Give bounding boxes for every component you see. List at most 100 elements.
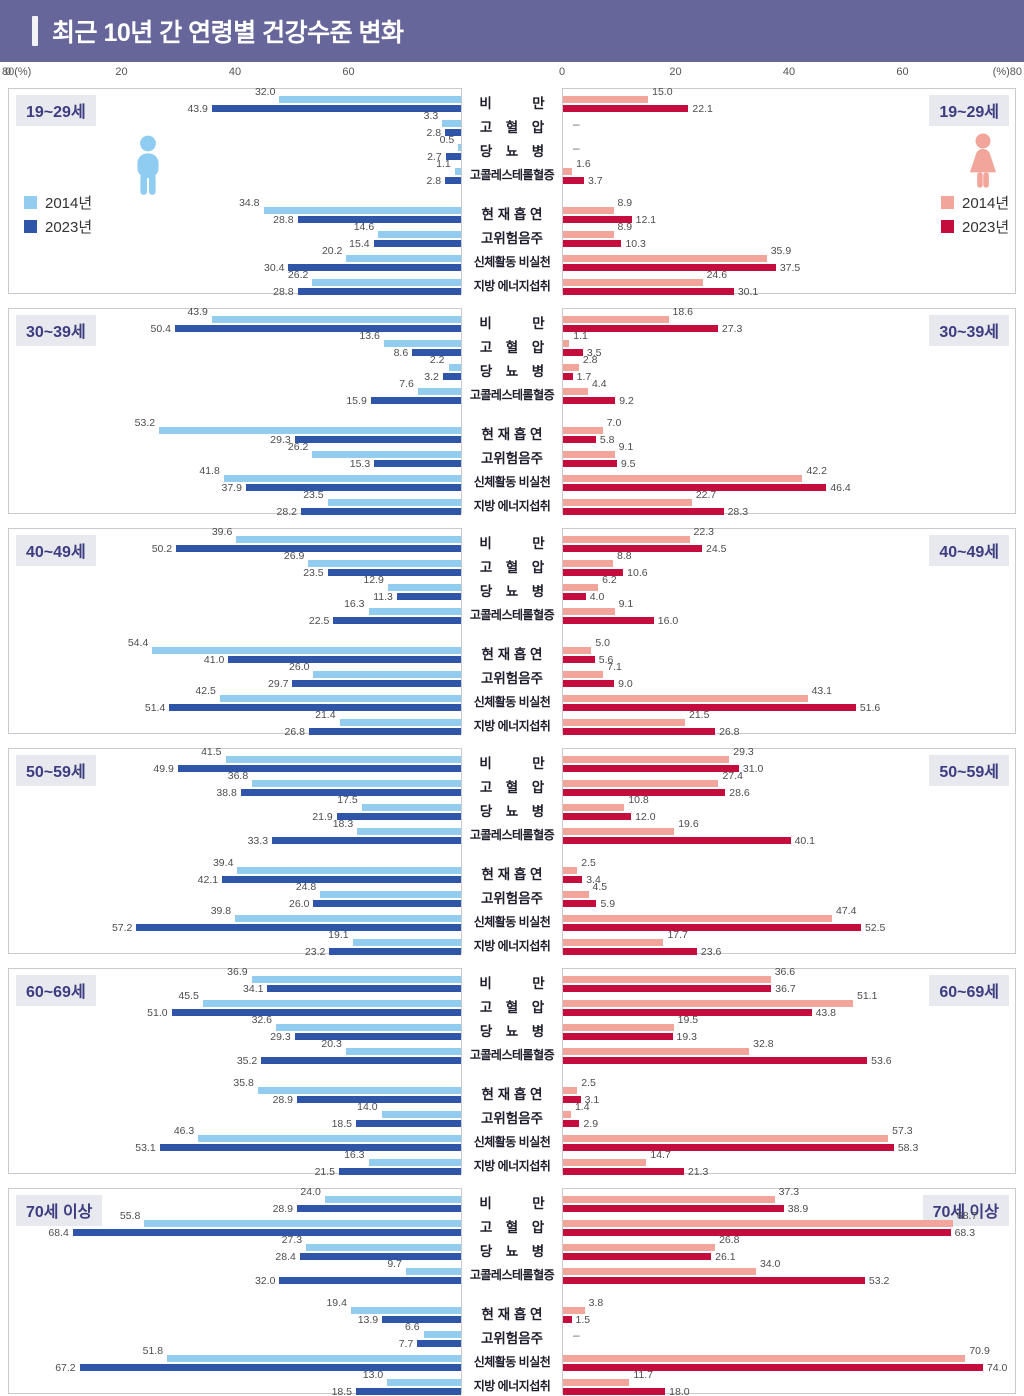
value-label: 53.6	[871, 1055, 892, 1067]
age-panel: 50~59세 41.5 49.9 36.8 38.8 17.5 21.9 18.3 33.3 39…	[0, 746, 1024, 958]
bar-male-2023	[356, 1120, 461, 1127]
bar-male-2014	[257, 1087, 461, 1094]
value-label: 29.3	[733, 746, 754, 758]
value-label: 53.2	[868, 1275, 890, 1287]
value-label: 33.3	[247, 835, 269, 847]
value-label: 35.9	[770, 245, 792, 257]
category-label: 지방 에너지섭취	[473, 279, 551, 293]
value-label: 46.3	[173, 1125, 195, 1137]
bar-female-2023	[563, 1168, 684, 1175]
category-label: 현 재 흡 연	[481, 867, 543, 882]
value-label: 4.0	[589, 591, 605, 603]
bar-male-2014	[167, 1355, 461, 1362]
bar-male-2014	[350, 1307, 461, 1314]
value-label: 53.1	[135, 1142, 156, 1154]
bar-male-2014	[279, 96, 461, 103]
value-label: 37.9	[221, 482, 242, 494]
bar-female-2014	[563, 756, 730, 763]
legend-label: 2023년	[45, 219, 93, 236]
bar-male-2014	[211, 316, 461, 323]
value-label: 51.6	[859, 702, 881, 714]
bar-male-2023	[211, 105, 461, 112]
bar-male-2023	[356, 1388, 461, 1395]
bar-male-2023	[159, 1144, 461, 1151]
bar-female-2023	[563, 765, 739, 772]
category-label: 신체활동 비실천	[473, 915, 551, 929]
bar-male-2023	[308, 728, 461, 735]
value-label: 36.7	[775, 983, 796, 995]
value-label: 21.9	[312, 811, 333, 823]
value-label: 37.3	[778, 1186, 800, 1198]
bar-female-2023	[563, 508, 724, 515]
bar-male-2014	[324, 1196, 461, 1203]
value-label: 1.5	[575, 1314, 591, 1326]
value-label: 7.7	[398, 1338, 414, 1350]
category-label: 비 만	[479, 96, 545, 111]
value-label: 51.0	[147, 1007, 168, 1019]
bar-female-2014	[563, 168, 573, 175]
value-label: 20.2	[321, 245, 343, 257]
legend-item-2023: 2023년	[941, 216, 1009, 237]
bar-male-2023	[272, 837, 461, 844]
value-label: 18.5	[331, 1118, 353, 1130]
bar-male-2014	[387, 584, 461, 591]
value-label: 24.5	[706, 543, 727, 555]
value-label: 18.3	[332, 818, 354, 830]
age-chip: 19~29세	[929, 95, 1009, 126]
bar-female-2014	[563, 255, 767, 262]
legend-swatch-2023	[24, 220, 37, 233]
value-label: 17.7	[667, 929, 688, 941]
bar-male-2014	[225, 756, 461, 763]
bar-male-2014	[252, 780, 461, 787]
axis-tick-left: 80(%)	[2, 66, 32, 78]
value-label: 41.8	[199, 465, 220, 477]
axis-tick-left: 0	[4, 66, 12, 78]
value-label: 21.4	[315, 709, 336, 721]
bar-male-2014	[448, 364, 461, 371]
no-data-dash: –	[573, 117, 580, 131]
value-label: 39.4	[212, 857, 234, 869]
bar-male-2014	[442, 120, 461, 127]
value-label: 26.0	[289, 898, 310, 910]
bar-male-2014	[152, 647, 461, 654]
value-label: 34.1	[243, 983, 264, 995]
value-label: 9.0	[618, 678, 633, 690]
bar-female-2023	[563, 1120, 580, 1127]
female-chart: 30~39세 18.6 27.3 1.1 3.5 2.8 1.7 4.4 9.2 7.0 5.8 9.…	[562, 306, 1016, 518]
bar-female-2014	[563, 1355, 966, 1362]
bar-female-2023	[563, 325, 718, 332]
value-label: 15.4	[349, 238, 370, 250]
bar-female-2014	[563, 207, 614, 214]
age-chip: 50~59세	[929, 755, 1009, 786]
bar-male-2023	[370, 397, 461, 404]
axis-tick-right: (%)80	[992, 66, 1022, 78]
category-label: 고콜레스테롤혈증	[469, 388, 555, 402]
bar-male-2014	[144, 1220, 461, 1227]
bar-male-2023	[336, 813, 461, 820]
value-label: 22.7	[695, 489, 717, 501]
value-label: 32.8	[753, 1038, 774, 1050]
value-label: 30.4	[264, 262, 285, 274]
category-label: 신체활동 비실천	[473, 255, 551, 269]
value-label: 18.5	[331, 1386, 353, 1396]
bar-female-2023	[563, 656, 595, 663]
bar-female-2014	[563, 915, 832, 922]
value-label: 5.0	[595, 637, 610, 649]
bar-male-2023	[222, 876, 461, 883]
value-label: 0.5	[439, 134, 455, 146]
value-label: 12.9	[363, 574, 384, 586]
category-label: 현 재 흡 연	[481, 427, 543, 442]
bar-female-2023	[563, 617, 654, 624]
bar-female-2023	[563, 1009, 812, 1016]
bar-female-2023	[563, 1316, 572, 1323]
value-label: 2.8	[426, 175, 442, 187]
value-label: 43.8	[815, 1007, 836, 1019]
bar-female-2014	[563, 939, 664, 946]
bar-male-2014	[308, 560, 461, 567]
bar-male-2014	[417, 388, 461, 395]
bar-male-2023	[294, 436, 461, 443]
value-label: 36.9	[227, 966, 248, 978]
bar-female-2014	[563, 340, 570, 347]
bar-female-2014	[563, 316, 669, 323]
